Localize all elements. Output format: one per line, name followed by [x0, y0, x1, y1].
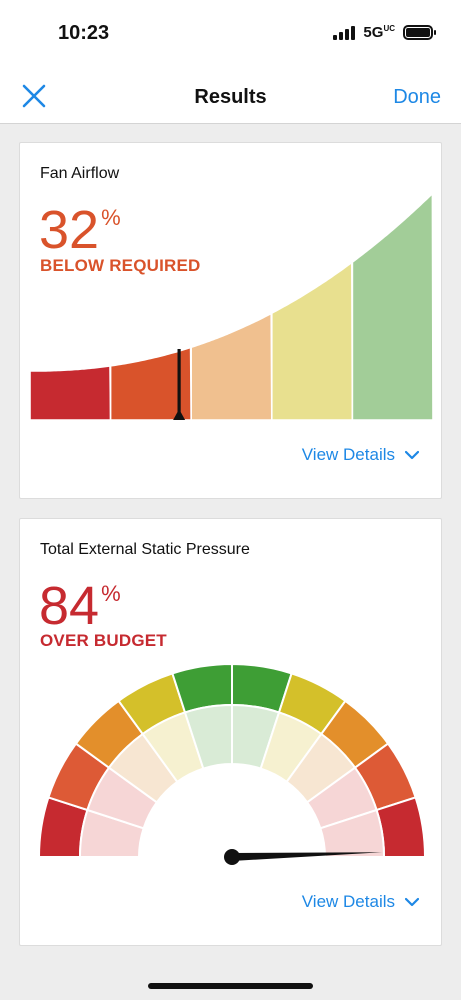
- status-label: BELOW REQUIRED: [40, 256, 201, 275]
- done-button[interactable]: Done: [393, 86, 441, 108]
- pressure-semicircle-gauge: [37, 662, 427, 865]
- airflow-ramp-gauge: [29, 191, 434, 421]
- status-bar: 10:23 5GUC: [0, 0, 461, 66]
- status-icons: 5GUC: [333, 24, 436, 41]
- gauge-needle-hub: [224, 849, 240, 865]
- page-title: Results: [194, 86, 267, 108]
- view-details-button[interactable]: View Details: [302, 892, 419, 912]
- gauge-inner-segment: [319, 808, 386, 858]
- view-details-label: View Details: [301, 445, 395, 464]
- chevron-down-icon: [405, 897, 419, 907]
- gauge-segment: [29, 364, 112, 421]
- network-type: 5GUC: [363, 24, 395, 41]
- nav-bar: Results Done: [0, 66, 461, 124]
- home-indicator[interactable]: [148, 983, 313, 989]
- close-icon: [22, 84, 46, 108]
- gauge-segment: [271, 260, 354, 421]
- chevron-down-icon: [405, 450, 419, 460]
- view-details-button[interactable]: View Details: [302, 445, 419, 465]
- status-time: 10:23: [58, 22, 110, 44]
- card-title: Total External Static Pressure: [40, 541, 250, 558]
- result-value: 32%: [39, 200, 121, 260]
- gauge-needle: [231, 852, 382, 861]
- gauge-segment: [351, 191, 434, 421]
- status-label: OVER BUDGET: [40, 631, 167, 650]
- cellular-signal-icon: [333, 25, 356, 40]
- close-button[interactable]: [20, 82, 48, 110]
- view-details-label: View Details: [301, 892, 395, 911]
- gauge-needle: [173, 349, 186, 420]
- fan-airflow-card: Fan Airflow 32% BELOW REQUIRED View Deta…: [19, 142, 442, 499]
- result-value: 84%: [39, 576, 121, 636]
- card-title: Fan Airflow: [40, 165, 120, 182]
- gauge-segment: [190, 312, 273, 421]
- battery-icon: [403, 25, 436, 40]
- static-pressure-card: Total External Static Pressure 84% OVER …: [19, 518, 442, 946]
